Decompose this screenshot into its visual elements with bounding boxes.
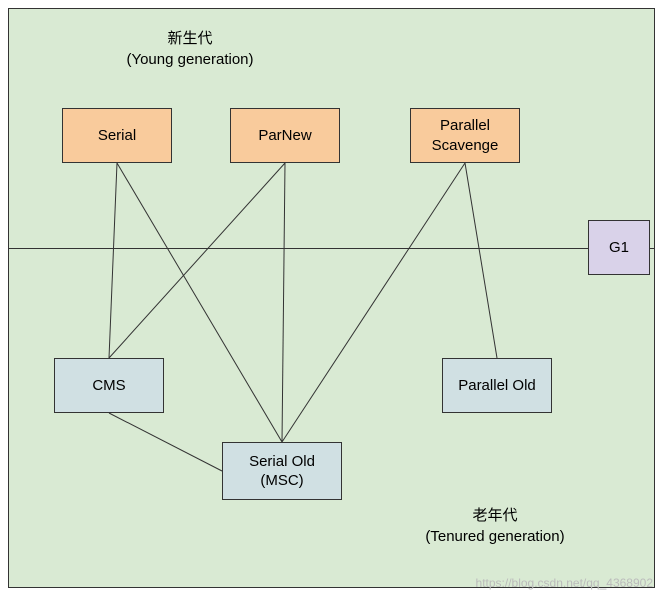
diagram-background: [8, 8, 655, 588]
node-parallel-scavenge: Parallel Scavenge: [410, 108, 520, 163]
young-generation-label: 新生代 (Young generation): [80, 28, 300, 70]
node-parnew: ParNew: [230, 108, 340, 163]
tenured-generation-label: 老年代 (Tenured generation): [385, 505, 605, 547]
node-serial: Serial: [62, 108, 172, 163]
node-g1: G1: [588, 220, 650, 275]
node-cms: CMS: [54, 358, 164, 413]
watermark-text: https://blog.csdn.net/qq_4368902: [476, 576, 653, 590]
node-serial-old: Serial Old (MSC): [222, 442, 342, 500]
gc-diagram: 新生代 (Young generation) 老年代 (Tenured gene…: [0, 0, 663, 596]
node-parallel-old: Parallel Old: [442, 358, 552, 413]
generation-divider: [8, 248, 655, 249]
